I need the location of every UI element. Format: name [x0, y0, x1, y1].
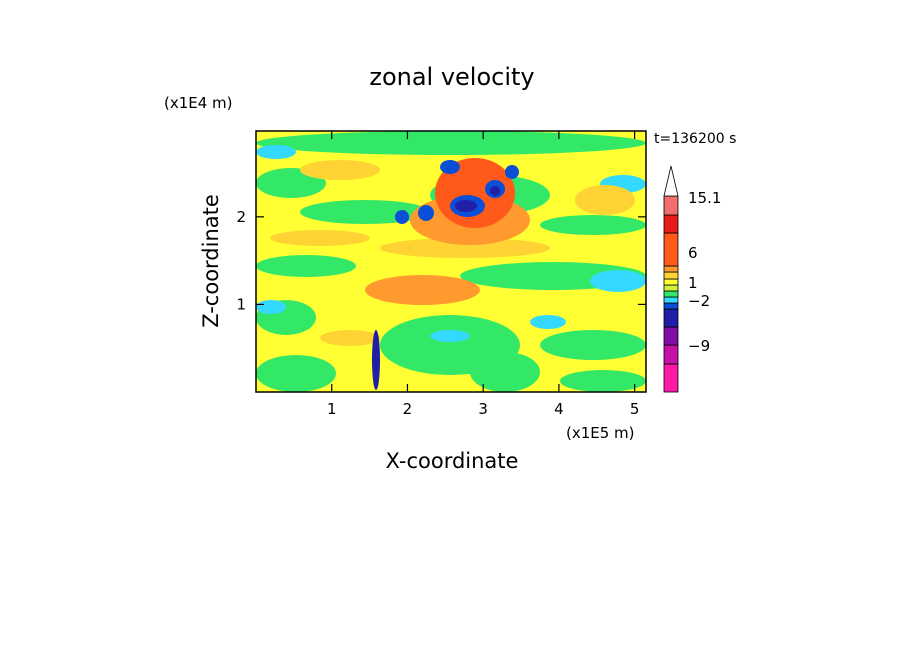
contour-region-weak-positive	[575, 185, 635, 215]
contour-region-negative	[430, 330, 470, 342]
contour-region-strong-negative	[505, 165, 519, 179]
colorbar-bin	[663, 290, 679, 298]
contour-region-negative	[256, 145, 296, 159]
colorbar-bin	[663, 271, 679, 280]
y-unit-label: (x1E4 m)	[164, 94, 233, 112]
contour-region-negative	[256, 300, 286, 314]
x-tick-label: 3	[478, 400, 488, 418]
contour-region-weak-negative	[560, 370, 646, 392]
contour-region-strong-negative	[418, 205, 434, 221]
colorbar-label: −9	[688, 337, 710, 355]
contour-region-extreme-negative	[372, 330, 380, 390]
colorbar-bin	[663, 284, 679, 292]
y-axis-title: Z-coordinate	[199, 194, 223, 328]
x-axis-title: X-coordinate	[386, 449, 519, 473]
contour-region-weak-negative	[256, 255, 356, 277]
colorbar-extend-arrow	[663, 165, 679, 197]
colorbar-bin	[663, 265, 679, 273]
contour-region-weak-negative	[540, 215, 646, 235]
colorbar-bin	[663, 195, 679, 216]
colorbar-bin	[663, 308, 679, 328]
colorbar-bin	[663, 232, 679, 267]
contour-region-weak-positive	[300, 160, 380, 180]
colorbar-label: 1	[688, 274, 698, 292]
x-unit-label: (x1E5 m)	[566, 424, 635, 442]
x-axis: 1 2 3 4 5	[327, 131, 639, 418]
contour-region-extreme-negative	[490, 186, 500, 196]
contour-region-weak-negative	[540, 330, 646, 360]
colorbar-bin	[663, 296, 679, 304]
y-tick-label: 2	[236, 208, 246, 226]
colorbar-label: 15.1	[688, 189, 721, 207]
contour-region-weak-positive	[320, 330, 380, 346]
contour-region-weak-positive	[270, 230, 370, 246]
colorbar-bin	[663, 302, 679, 310]
y-tick-label: 1	[236, 295, 246, 313]
contour-region-weak-positive	[380, 238, 550, 258]
contour-region-strong-negative	[440, 160, 460, 174]
colorbar-bin	[663, 363, 679, 393]
x-tick-label: 4	[554, 400, 564, 418]
chart-title: zonal velocity	[369, 63, 534, 91]
contour-field	[256, 131, 646, 392]
contour-region-weak-negative	[470, 352, 540, 392]
x-tick-label: 1	[327, 400, 337, 418]
contour-region-strong-negative	[395, 210, 409, 224]
contour-region-weak-negative	[256, 131, 646, 155]
colorbar-bin	[663, 214, 679, 234]
colorbar-bin	[663, 344, 679, 365]
y-axis: 12	[236, 208, 646, 313]
contour-region-extreme-negative	[455, 200, 477, 212]
colorbar: 15.1 6 1−2 −9	[663, 165, 721, 393]
contour-region-negative	[530, 315, 566, 329]
contour-region-negative	[590, 270, 646, 292]
colorbar-bin	[663, 278, 679, 286]
time-label: t=136200 s	[654, 131, 736, 147]
colorbar-label: 6	[688, 244, 698, 262]
plot-frame	[255, 130, 647, 393]
colorbar-bin	[663, 326, 679, 346]
colorbar-label: −2	[688, 292, 710, 310]
x-tick-label: 2	[403, 400, 413, 418]
contour-region-weak-negative	[256, 355, 336, 392]
x-tick-label: 5	[630, 400, 640, 418]
contour-region-positive	[365, 275, 480, 305]
